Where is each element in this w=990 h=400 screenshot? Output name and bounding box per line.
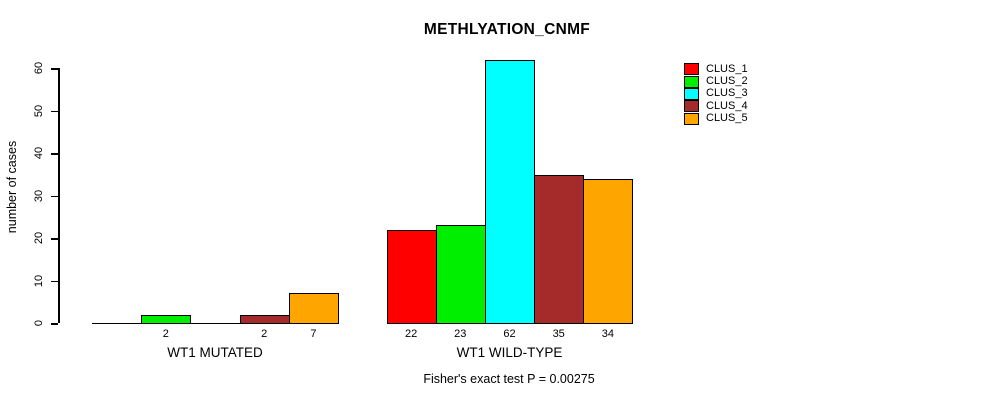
y-axis-tick (51, 323, 58, 325)
y-axis-line (58, 68, 60, 323)
y-axis-tick (51, 153, 58, 155)
y-axis-tick-label: 40 (33, 147, 45, 160)
bar-clus_3-group1-zero (190, 323, 241, 324)
legend-label: CLUS_5 (706, 112, 748, 125)
legend-label: CLUS_4 (706, 99, 748, 112)
group-label-1: WT1 MUTATED (167, 345, 263, 360)
bar-value-label: 35 (552, 328, 565, 340)
bar-value-label: 2 (162, 328, 169, 340)
y-axis-tick-label: 10 (33, 274, 45, 287)
legend-swatch-clus_4 (684, 100, 699, 113)
chart-title: METHLYATION_CNMF (423, 21, 591, 38)
bar-value-label: 62 (503, 328, 516, 340)
legend-swatch-clus_2 (684, 75, 699, 88)
legend: CLUS_1 CLUS_2 CLUS_3 CLUS_4 CLUS_5 (684, 63, 748, 125)
bar-clus_3-group2 (484, 59, 536, 324)
y-axis-tick-label: 60 (33, 62, 45, 75)
legend-swatch-clus_1 (684, 63, 699, 76)
bar-clus_1-group2 (386, 229, 437, 324)
legend-swatch-clus_3 (684, 87, 699, 100)
y-axis-tick (51, 110, 58, 113)
y-axis-tick (51, 238, 58, 240)
y-axis-tick (51, 68, 58, 70)
bar-value-label: 2 (261, 328, 268, 340)
bar-clus_5-group1 (288, 293, 339, 324)
y-axis-tick-label: 0 (33, 319, 45, 327)
bar-value-label: 23 (454, 328, 467, 340)
legend-item-clus_5: CLUS_5 (684, 112, 748, 125)
bar-clus_5-group2 (583, 178, 634, 324)
legend-label: CLUS_3 (706, 87, 748, 100)
legend-item-clus_4: CLUS_4 (684, 99, 748, 113)
y-axis-tick (51, 195, 58, 198)
bar-clus_2-group1 (141, 314, 192, 324)
y-axis-label: number of cases (5, 140, 19, 234)
bar-clus_2-group2 (435, 225, 486, 324)
bar-clus_4-group2 (534, 174, 585, 324)
y-axis-tick-label: 20 (33, 232, 45, 245)
bar-clus_4-group1 (239, 314, 290, 324)
bar-value-label: 7 (310, 328, 317, 340)
y-axis-tick-label: 50 (33, 104, 45, 118)
legend-item-clus_3: CLUS_3 (684, 87, 748, 100)
group-label-2: WT1 WILD-TYPE (456, 345, 563, 360)
legend-item-clus_2: CLUS_2 (684, 75, 748, 88)
y-axis-tick (51, 280, 58, 283)
legend-swatch-clus_5 (684, 112, 699, 125)
fisher-test-annotation: Fisher's exact test P = 0.00275 (423, 372, 595, 386)
legend-label: CLUS_1 (706, 62, 748, 75)
bar-clus_1-group1-zero (92, 323, 143, 324)
y-axis-tick-label: 30 (33, 189, 45, 202)
legend-label: CLUS_2 (706, 75, 748, 88)
bar-value-label: 34 (601, 328, 615, 340)
legend-item-clus_1: CLUS_1 (684, 62, 748, 76)
bar-value-label: 22 (404, 328, 418, 340)
